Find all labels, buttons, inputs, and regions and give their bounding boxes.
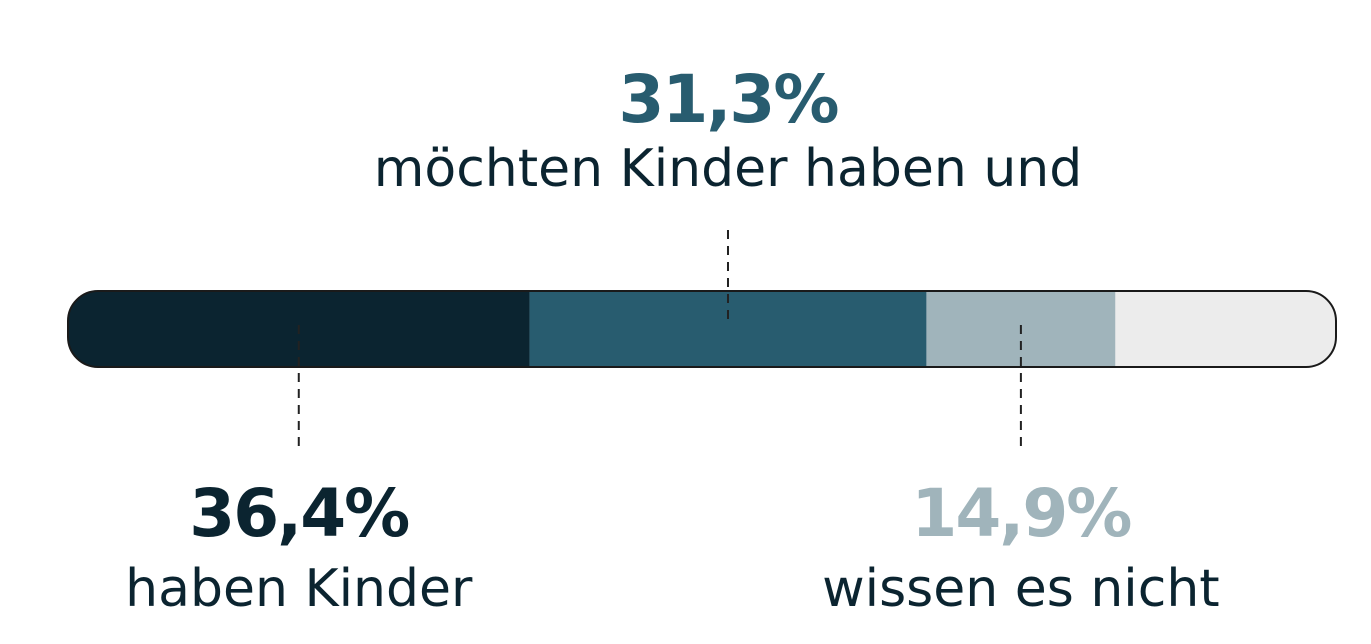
bar-group xyxy=(68,291,1336,367)
value-label: 36,4% xyxy=(189,475,409,552)
bar-segment xyxy=(1115,291,1336,367)
bar-outline xyxy=(67,290,1337,368)
value-label: 31,3% xyxy=(619,61,839,138)
bar-segment xyxy=(529,291,927,367)
category-label: möchten Kinder haben und xyxy=(374,139,1083,199)
category-label: wissen es nicht xyxy=(822,559,1220,619)
category-label: haben Kinder xyxy=(125,559,473,619)
value-label: 14,9% xyxy=(911,475,1131,552)
